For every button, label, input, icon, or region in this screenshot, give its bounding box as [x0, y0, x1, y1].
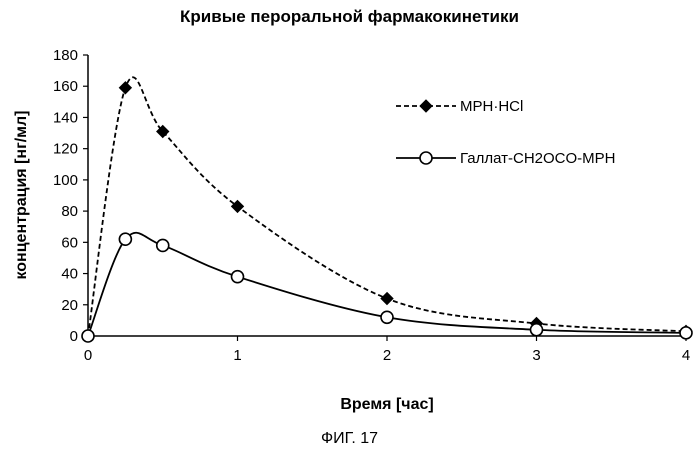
- y-tick-label: 160: [53, 78, 78, 95]
- series-2-point: [119, 233, 131, 245]
- y-tick-label: 140: [53, 109, 78, 126]
- x-tick-label: 1: [233, 347, 241, 364]
- y-tick-label: 120: [53, 141, 78, 158]
- y-axis-title-group: концентрация [нг/мл]: [13, 110, 30, 279]
- series-2-point: [531, 324, 543, 336]
- series-2-point: [680, 327, 692, 339]
- figure-caption: ФИГ. 17: [0, 429, 699, 449]
- series-2-point: [232, 271, 244, 283]
- y-tick-label: 60: [61, 234, 78, 251]
- y-axis-title: концентрация [нг/мл]: [13, 110, 30, 279]
- plot-layer: 0 20 40 60 80 100 120 140 160 180 0 1 2 3 4: [53, 47, 692, 364]
- legend-label-1: MPH·HCl: [460, 98, 523, 115]
- y-tick-label: 180: [53, 47, 78, 64]
- x-tick-label: 4: [682, 347, 690, 364]
- x-axis-title: Время [час]: [340, 396, 433, 413]
- x-tick-label: 0: [84, 347, 92, 364]
- y-tick-label: 100: [53, 172, 78, 189]
- legend-marker-1: [420, 100, 432, 112]
- series-1-point: [119, 82, 131, 94]
- series-2-point: [82, 330, 94, 342]
- legend-label-2: Галлат-CH2OCO-MPH: [460, 150, 616, 167]
- y-tick-label: 0: [70, 328, 78, 345]
- series-2-point: [157, 239, 169, 251]
- y-tick-label: 20: [61, 297, 78, 314]
- legend-marker-2: [420, 152, 432, 164]
- legend: MPH·HCl Галлат-CH2OCO-MPH: [396, 98, 616, 167]
- x-tick-label: 2: [383, 347, 391, 364]
- series-1-point: [381, 293, 393, 305]
- y-tick-label: 40: [61, 266, 78, 283]
- series-2-point: [381, 311, 393, 323]
- x-tick-label: 3: [532, 347, 540, 364]
- y-tick-label: 80: [61, 203, 78, 220]
